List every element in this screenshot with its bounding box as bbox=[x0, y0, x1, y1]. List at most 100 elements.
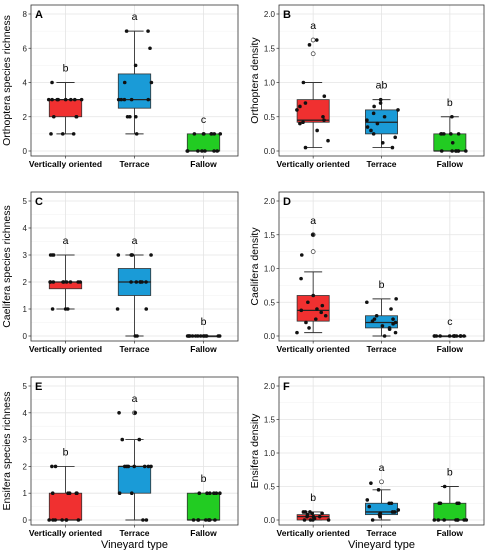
y-tick-label: 8 bbox=[23, 10, 28, 19]
data-point bbox=[304, 320, 308, 325]
data-point bbox=[212, 149, 216, 153]
data-point bbox=[48, 280, 52, 284]
outlier-point bbox=[310, 51, 316, 57]
data-point bbox=[133, 63, 138, 68]
box-1 bbox=[48, 99, 83, 118]
y-tick-label: 1.5 bbox=[264, 416, 276, 425]
data-point bbox=[148, 46, 152, 51]
data-point bbox=[129, 280, 133, 284]
x-axis-label: Vineyard type bbox=[101, 539, 168, 550]
data-point bbox=[203, 518, 208, 522]
box-3 bbox=[433, 502, 467, 521]
data-point bbox=[215, 149, 220, 153]
data-point bbox=[389, 307, 393, 311]
data-point bbox=[442, 484, 447, 489]
data-point bbox=[201, 132, 206, 136]
category-label: Vertically oriented bbox=[29, 344, 102, 354]
data-point bbox=[393, 330, 398, 335]
data-point bbox=[378, 511, 383, 516]
significance-letter: a bbox=[132, 11, 138, 23]
data-point bbox=[456, 149, 460, 153]
category-label: Vertically oriented bbox=[277, 528, 350, 538]
category-label: Fallow bbox=[437, 344, 464, 354]
outlier-point bbox=[379, 479, 384, 485]
box-3 bbox=[433, 133, 467, 152]
data-point bbox=[129, 491, 134, 496]
data-point bbox=[55, 97, 60, 102]
data-point bbox=[326, 518, 331, 522]
data-point bbox=[185, 149, 190, 153]
panel-letter: B bbox=[283, 9, 291, 21]
data-point bbox=[323, 313, 328, 318]
data-point bbox=[394, 297, 398, 301]
data-point bbox=[365, 498, 370, 502]
data-point bbox=[116, 253, 121, 257]
y-tick-label: 0.0 bbox=[264, 516, 276, 525]
data-point bbox=[396, 508, 401, 512]
data-point bbox=[305, 512, 310, 517]
significance-letter: b bbox=[201, 473, 207, 485]
data-point bbox=[49, 132, 53, 136]
category-label: Fallow bbox=[437, 159, 464, 169]
panel-d: 0.0 0.5 1.0 1.5 2.0 a b c Vertically oriented Ter… bbox=[249, 191, 485, 354]
panel-a: 0 2 4 6 8 b a c Vertically oriented Terrace Fallow… bbox=[1, 4, 239, 169]
panel-b: 0.0 0.5 1.0 1.5 2.0 a ab b Vertically oriented Te… bbox=[249, 4, 485, 169]
data-point bbox=[129, 97, 134, 102]
data-point bbox=[301, 120, 305, 125]
data-point bbox=[393, 135, 398, 140]
data-point bbox=[76, 518, 81, 522]
data-point bbox=[71, 132, 76, 136]
data-point bbox=[311, 514, 316, 519]
data-point bbox=[133, 411, 138, 415]
data-point bbox=[51, 253, 56, 257]
data-point bbox=[365, 118, 369, 122]
data-point bbox=[74, 491, 79, 496]
data-point bbox=[317, 514, 322, 519]
data-point bbox=[437, 501, 442, 506]
data-point bbox=[51, 114, 56, 119]
y-axis-label: Orthoptera species richness bbox=[1, 15, 13, 146]
data-point bbox=[299, 253, 304, 257]
data-point bbox=[122, 80, 127, 85]
y-tick-label: 5 bbox=[23, 382, 28, 391]
significance-letter: b bbox=[310, 492, 316, 504]
data-point bbox=[200, 149, 204, 153]
data-point bbox=[301, 510, 306, 514]
significance-letter: a bbox=[63, 235, 69, 247]
outlier-point bbox=[310, 37, 316, 43]
data-point bbox=[369, 128, 373, 133]
category-label: Terrace bbox=[119, 344, 149, 354]
panel-letter: A bbox=[35, 9, 43, 21]
data-point bbox=[216, 334, 221, 338]
y-tick-label: 0 bbox=[23, 147, 28, 156]
y-tick-label: 0.5 bbox=[264, 298, 276, 307]
data-point bbox=[115, 307, 120, 311]
data-point bbox=[450, 140, 455, 145]
significance-letter: b bbox=[63, 446, 69, 458]
y-tick-label: 1.0 bbox=[264, 265, 276, 274]
category-label: Fallow bbox=[437, 528, 464, 538]
data-point bbox=[308, 510, 312, 514]
panel-f: 0.0 0.5 1.0 1.5 2.0 b a b Vertically oriented Ter… bbox=[249, 376, 485, 550]
data-point bbox=[196, 518, 201, 522]
data-point bbox=[365, 125, 370, 129]
data-point bbox=[149, 464, 153, 469]
data-point bbox=[203, 149, 207, 153]
data-point bbox=[48, 253, 53, 257]
data-point bbox=[439, 132, 443, 136]
significance-letter: a bbox=[310, 20, 316, 32]
data-point bbox=[302, 518, 307, 522]
data-point bbox=[51, 280, 56, 284]
data-point bbox=[188, 334, 192, 338]
data-point bbox=[390, 510, 395, 514]
data-point bbox=[193, 334, 198, 338]
data-point bbox=[389, 501, 394, 506]
y-tick-label: 1.0 bbox=[264, 79, 276, 88]
y-tick-label: 1 bbox=[23, 305, 28, 314]
y-axis-label: Caelifera density bbox=[249, 227, 261, 306]
data-point bbox=[218, 491, 222, 496]
data-point bbox=[319, 310, 324, 315]
data-point bbox=[192, 132, 197, 136]
data-point bbox=[50, 464, 54, 469]
data-point bbox=[432, 334, 437, 338]
